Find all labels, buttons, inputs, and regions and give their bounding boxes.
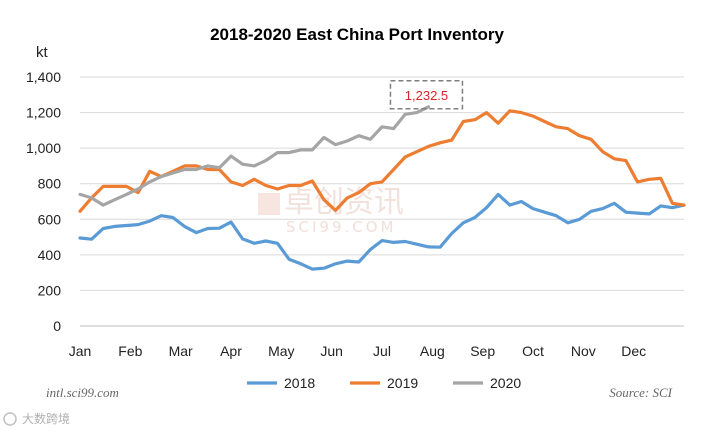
- watermark: 卓创资讯 SCI99.COM: [258, 185, 404, 236]
- series-line-2019: [78, 109, 686, 213]
- y-tick-label: 1,200: [26, 105, 61, 121]
- brand-name: 大数跨境: [22, 411, 70, 426]
- brand-logo-icon: [3, 412, 17, 426]
- x-tick-labels: Jan Feb Mar Apr May Jun Jul Aug Sep Oct Nov Dec: [69, 343, 646, 359]
- legend-label-2020: 2020: [490, 375, 521, 391]
- chart-title: 2018-2020 East China Port Inventory: [210, 25, 504, 44]
- annotation-box: [389, 80, 464, 110]
- x-tick-label: Oct: [522, 343, 544, 359]
- x-tick-label: Nov: [571, 343, 596, 359]
- y-tick-labels: 0 200 400 600 800 1,000 1,200 1,400: [26, 69, 61, 334]
- x-tick-label: Mar: [169, 343, 193, 359]
- gridlines: [80, 76, 684, 327]
- y-axis-unit: kt: [36, 44, 49, 61]
- watermark-url: SCI99.COM: [286, 218, 397, 236]
- x-tick-label: Feb: [118, 343, 142, 359]
- x-tick-label: Jul: [373, 343, 391, 359]
- x-tick-label: Aug: [420, 343, 445, 359]
- x-tick-label: Dec: [621, 343, 646, 359]
- legend-label-2019: 2019: [387, 375, 418, 391]
- annotation-label: 1,232.5: [405, 88, 448, 103]
- x-tick-label: Sep: [470, 343, 495, 359]
- footer-left: intl.sci99.com: [46, 385, 119, 400]
- x-tick-label: Apr: [220, 343, 242, 359]
- series-line-2018: [78, 192, 686, 271]
- legend: 2018 2019 2020: [247, 375, 521, 391]
- y-tick-label: 1,000: [26, 140, 61, 156]
- series-line-2020: [78, 105, 431, 207]
- y-tick-label: 800: [38, 176, 62, 192]
- x-tick-label: Jan: [69, 343, 92, 359]
- watermark-logo-icon: [258, 193, 280, 215]
- y-tick-label: 400: [38, 247, 62, 263]
- footer-right: Source: SCI: [609, 385, 672, 400]
- y-tick-label: 0: [53, 318, 61, 334]
- x-tick-label: May: [268, 343, 294, 359]
- y-tick-label: 200: [38, 282, 62, 298]
- legend-label-2018: 2018: [284, 375, 315, 391]
- peak-annotation: 1,232.5: [389, 80, 464, 110]
- x-tick-label: Jun: [320, 343, 343, 359]
- y-tick-label: 600: [38, 211, 62, 227]
- series-lines: [78, 105, 686, 271]
- y-tick-label: 1,400: [26, 69, 61, 85]
